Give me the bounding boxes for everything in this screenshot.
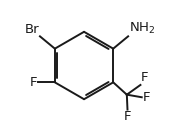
Text: F: F xyxy=(124,110,131,123)
Text: F: F xyxy=(141,71,149,84)
Text: Br: Br xyxy=(25,23,39,36)
Text: NH$_2$: NH$_2$ xyxy=(129,21,155,36)
Text: F: F xyxy=(142,91,150,104)
Text: F: F xyxy=(30,76,37,89)
